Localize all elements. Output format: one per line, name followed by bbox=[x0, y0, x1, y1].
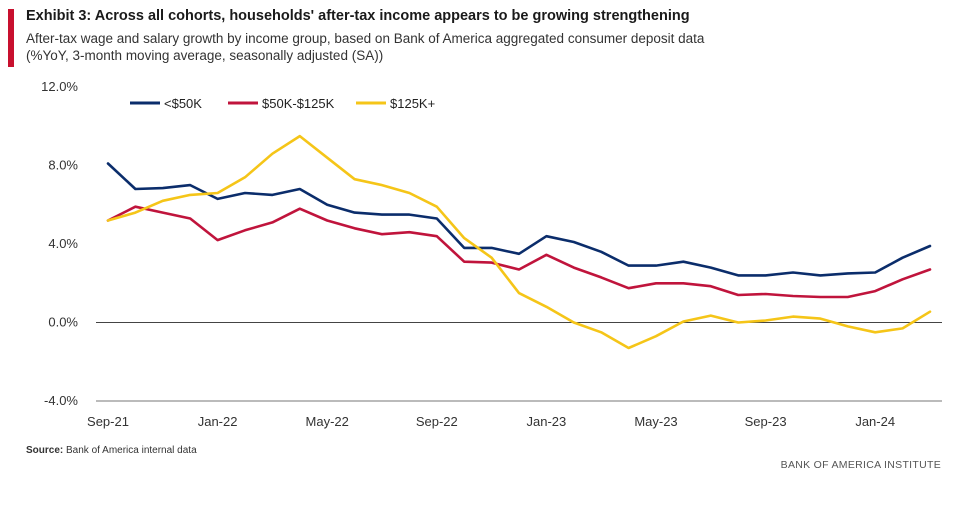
series-line-1 bbox=[106, 205, 932, 299]
chart-subtitle: After-tax wage and salary growth by inco… bbox=[26, 30, 926, 64]
x-tick-label: Jan-22 bbox=[198, 414, 238, 429]
x-tick-label: May-22 bbox=[306, 414, 349, 429]
source-label: Source: bbox=[26, 445, 64, 456]
y-tick-label: 8.0% bbox=[48, 158, 78, 173]
y-tick-label: 12.0% bbox=[41, 79, 78, 94]
y-axis: 12.0% 8.0% 4.0% 0.0% -4.0% bbox=[41, 79, 78, 408]
x-tick-label: Sep-23 bbox=[745, 414, 787, 429]
x-tick-label: Jan-24 bbox=[855, 414, 895, 429]
legend-label: $125K+ bbox=[390, 96, 435, 111]
legend-label: <$50K bbox=[164, 96, 202, 111]
series-line-0 bbox=[106, 162, 932, 277]
source-text: Bank of America internal data bbox=[66, 445, 197, 456]
chart-title: Exhibit 3: Across all cohorts, household… bbox=[26, 8, 690, 24]
series-lines bbox=[106, 134, 932, 350]
brand-footer: BANK OF AMERICA INSTITUTE bbox=[780, 459, 941, 471]
series-line-2 bbox=[106, 134, 932, 350]
title-accent-bar bbox=[8, 9, 14, 67]
x-tick-label: May-23 bbox=[634, 414, 677, 429]
line-chart: 12.0% 8.0% 4.0% 0.0% -4.0% Sep-21 Jan-22 May-2… bbox=[41, 79, 942, 429]
y-tick-label: 4.0% bbox=[48, 236, 78, 251]
legend-label: $50K-$125K bbox=[262, 96, 335, 111]
x-axis: Sep-21 Jan-22 May-22 Sep-22 Jan-23 May-23 Sep-… bbox=[87, 414, 895, 429]
x-tick-label: Sep-21 bbox=[87, 414, 129, 429]
source-note: Source: Bank of America internal data bbox=[26, 445, 197, 456]
y-tick-label: -4.0% bbox=[44, 393, 78, 408]
x-tick-label: Sep-22 bbox=[416, 414, 458, 429]
legend: <$50K $50K-$125K $125K+ bbox=[130, 96, 435, 111]
subtitle-line-1: After-tax wage and salary growth by inco… bbox=[26, 31, 705, 46]
subtitle-line-2: (%YoY, 3-month moving average, seasonall… bbox=[26, 48, 384, 63]
x-tick-label: Jan-23 bbox=[527, 414, 567, 429]
y-tick-label: 0.0% bbox=[48, 315, 78, 330]
